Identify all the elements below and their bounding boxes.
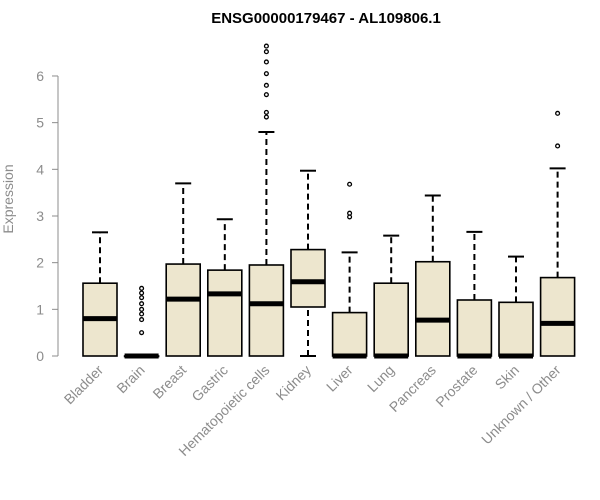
box-breast [165, 182, 201, 357]
x-tick-label: Lung [364, 362, 397, 395]
outlier-point [263, 59, 269, 65]
outlier-point [139, 330, 145, 336]
y-tick-label: 4 [36, 161, 44, 177]
outlier-point [139, 285, 145, 291]
box-lung [373, 234, 410, 359]
iqr-box [331, 311, 368, 357]
iqr-box [165, 263, 201, 357]
y-axis: 0 1 2 3 4 5 6 [36, 68, 59, 364]
outlier-point [555, 110, 561, 116]
x-tick-label: Bladder [61, 362, 107, 408]
outlier-point [263, 71, 269, 77]
outlier-point [263, 49, 269, 55]
y-tick-label: 5 [36, 115, 44, 131]
x-tick-label: Kidney [273, 362, 315, 404]
outlier-point [263, 82, 269, 88]
box-brain [123, 285, 160, 359]
y-axis-label: Expression [0, 164, 16, 233]
box-hematopoietic-cells [248, 43, 285, 357]
x-tick-label: Brain [113, 362, 147, 396]
iqr-box [373, 282, 410, 357]
y-tick-label: 3 [36, 208, 44, 224]
box-skin [498, 255, 534, 359]
outlier-point [347, 181, 353, 187]
chart-title: ENSG00000179467 - AL109806.1 [211, 10, 441, 27]
boxes-group [82, 43, 576, 359]
iqr-box [456, 299, 493, 357]
iqr-box [290, 248, 326, 308]
iqr-box [207, 269, 243, 357]
outlier-point [139, 301, 145, 307]
y-tick-label: 6 [36, 68, 44, 84]
iqr-box [498, 301, 534, 357]
x-tick-label: Liver [323, 362, 356, 395]
outlier-point [263, 43, 269, 49]
box-bladder [82, 231, 118, 357]
outlier-point [347, 210, 353, 216]
outlier-point [263, 92, 269, 98]
x-tick-label: Prostate [432, 362, 480, 410]
outlier-point [139, 317, 145, 323]
outlier-point [139, 290, 145, 296]
x-tick-label: Unknown / Other [478, 362, 564, 448]
y-tick-label: 0 [36, 348, 44, 364]
outlier-point [263, 114, 269, 120]
y-tick-label: 2 [36, 255, 44, 271]
box-kidney [290, 169, 326, 357]
x-tick-label: Skin [492, 362, 523, 393]
x-tick-label: Breast [149, 362, 189, 402]
y-tick-label: 1 [36, 301, 44, 317]
box-prostate [456, 230, 493, 359]
outlier-point [139, 295, 145, 301]
outlier-point [139, 306, 145, 312]
box-gastric [207, 218, 243, 357]
outlier-point [139, 311, 145, 317]
outlier-point [263, 109, 269, 115]
iqr-box [248, 264, 285, 357]
iqr-box [414, 260, 451, 357]
outlier-point [555, 143, 561, 149]
box-pancreas [414, 194, 451, 357]
box-liver [331, 181, 368, 359]
iqr-box [539, 276, 576, 357]
box-unknown-other [539, 110, 576, 357]
